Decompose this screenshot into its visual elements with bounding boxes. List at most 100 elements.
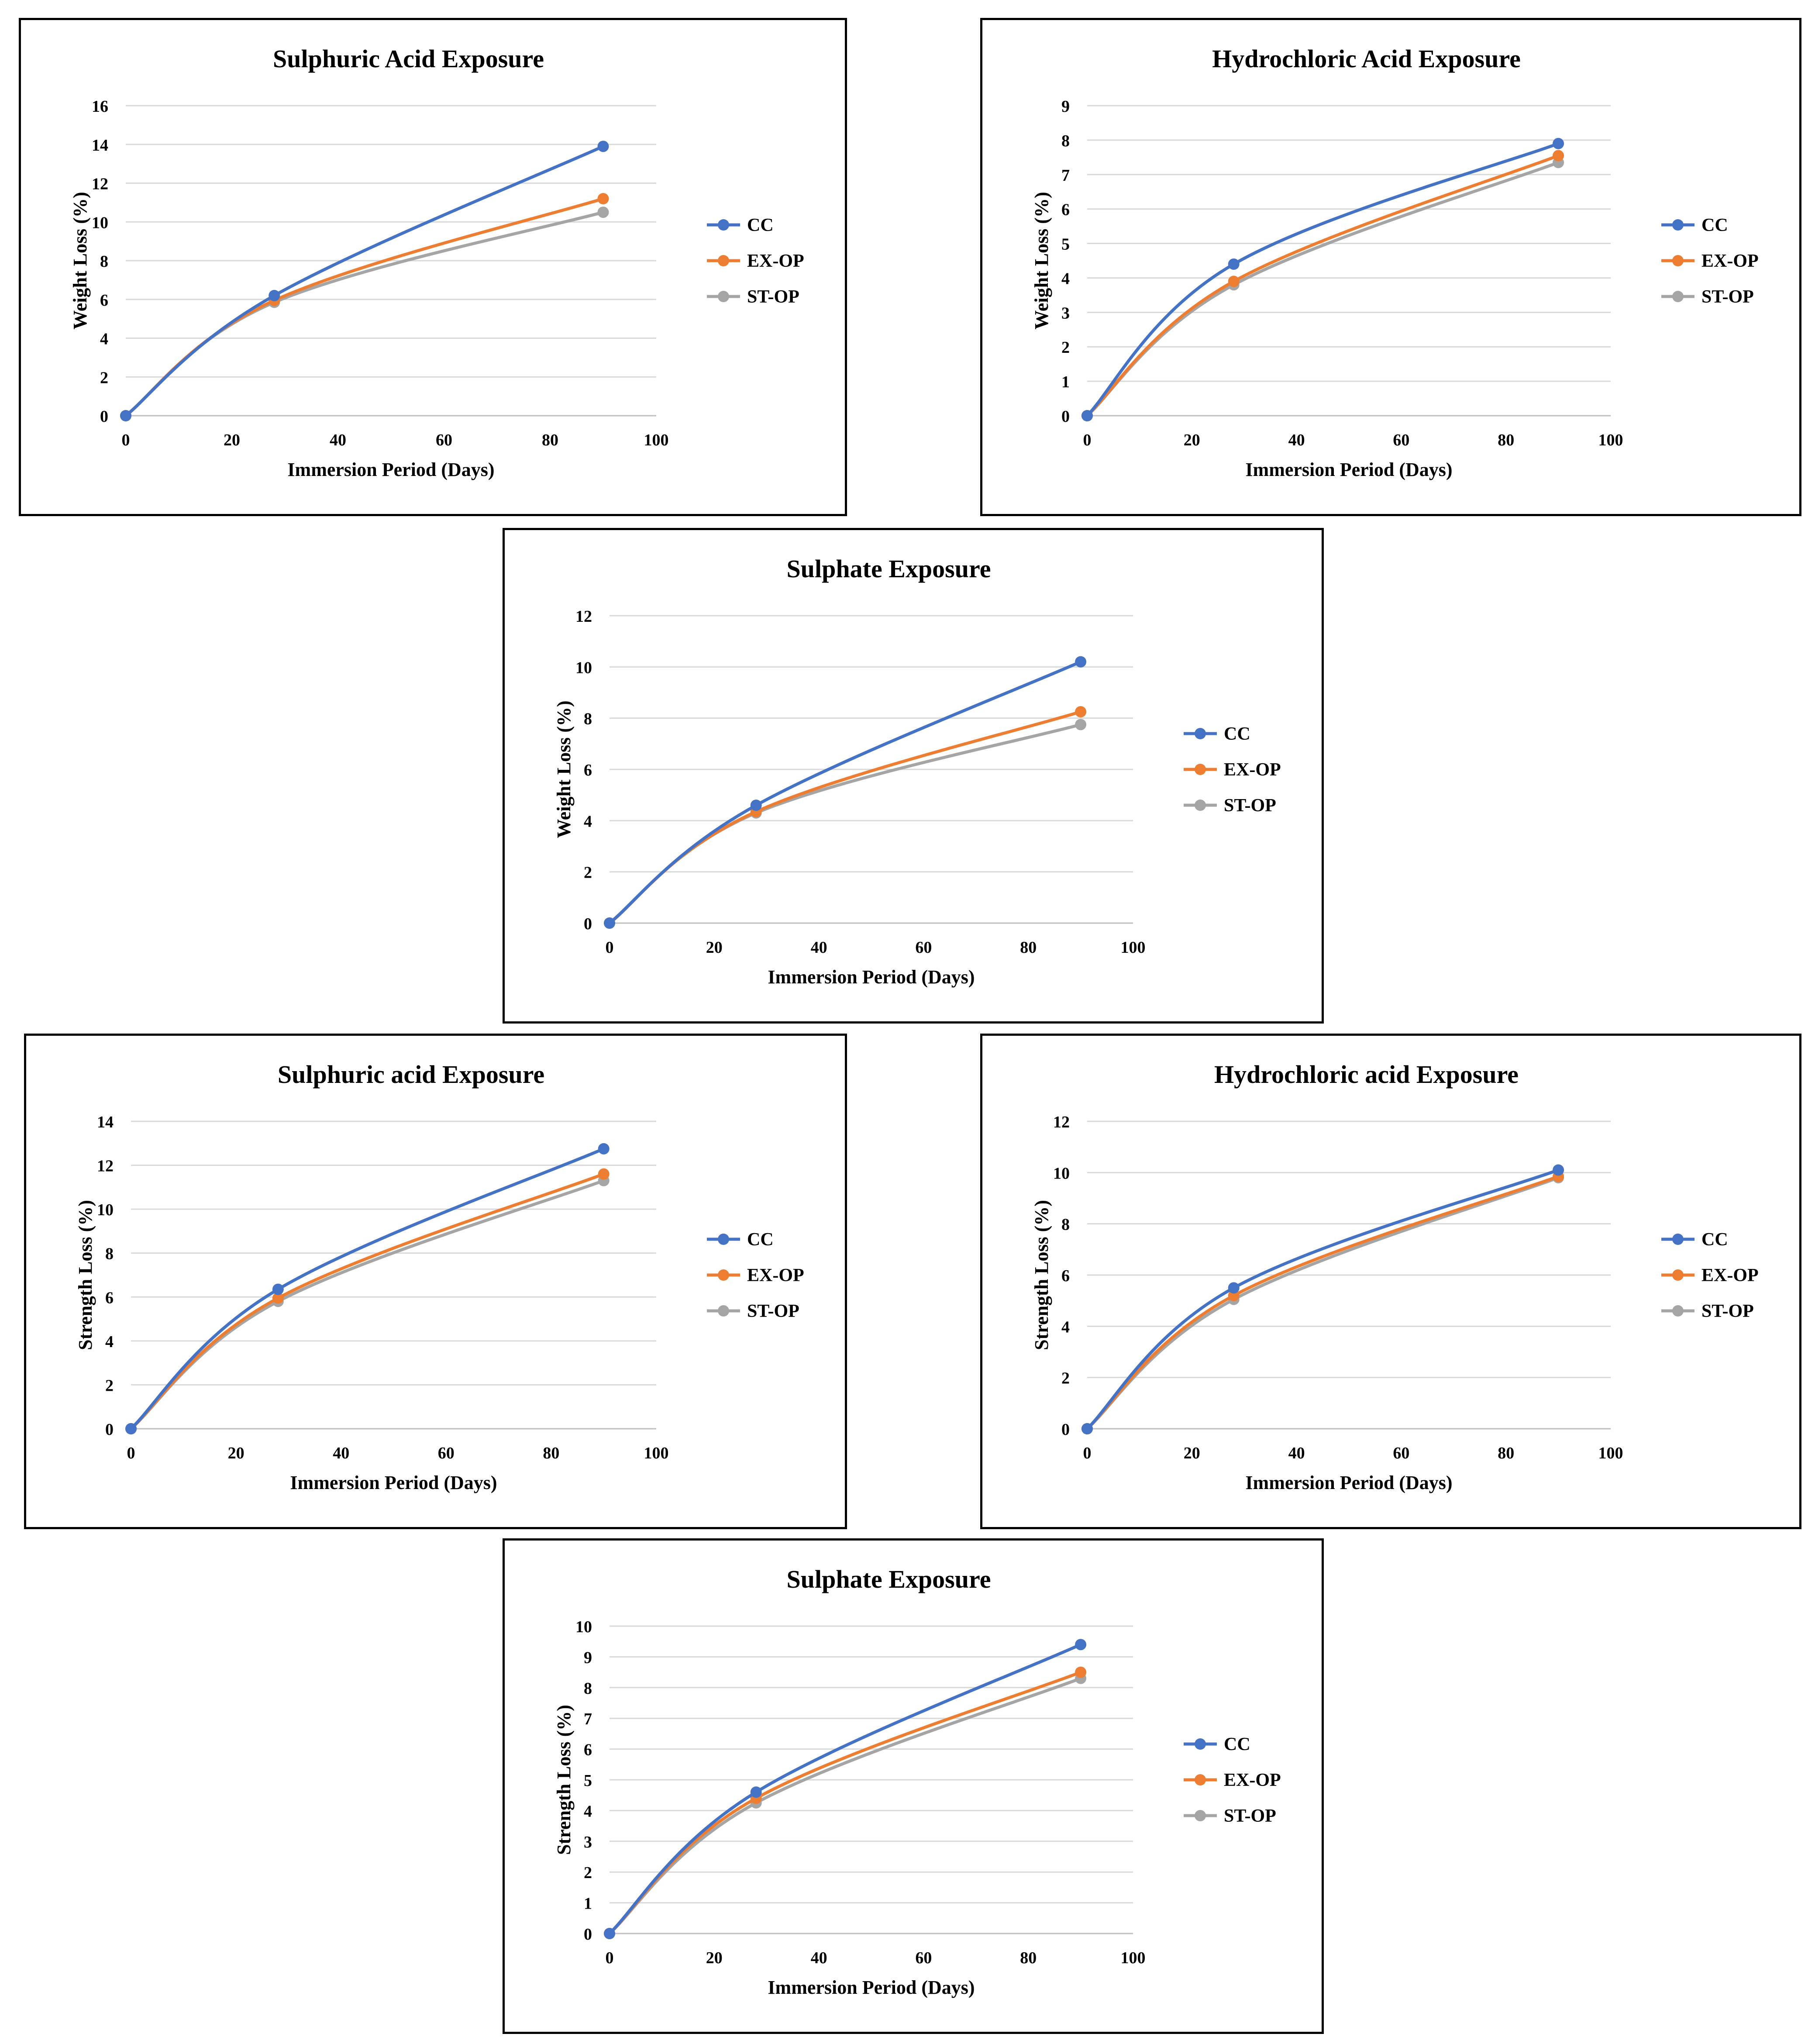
legend-label: CC [1224,1734,1250,1754]
series-line [608,660,1082,925]
x-tick-label: 80 [1020,938,1037,957]
y-tick-label: 14 [97,1113,114,1131]
x-axis-title: Immersion Period (Days) [768,966,975,988]
y-tick-label: 9 [1061,97,1070,116]
x-tick-label: 60 [436,431,452,449]
x-axis-title: Immersion Period (Days) [287,459,494,480]
x-tick-label: 60 [1393,431,1409,449]
x-tick-label: 40 [1288,1444,1305,1462]
y-tick-label: 6 [1061,1267,1070,1285]
data-point [597,141,609,152]
x-tick-label: 80 [542,431,558,449]
y-tick-label: 0 [584,1925,592,1944]
series-line [608,710,1082,925]
legend-label: CC [1224,724,1250,744]
x-tick-label: 40 [333,1444,349,1462]
x-tick-label: 100 [1121,1949,1146,1967]
x-tick-label: 20 [1184,431,1200,449]
legend-marker [1195,800,1206,811]
data-point [272,1283,284,1295]
y-tick-label: 2 [100,369,108,387]
y-tick-label: 7 [1061,166,1070,185]
series-line [129,1147,606,1430]
legend-label: CC [747,1230,774,1250]
x-axis-title: Immersion Period (Days) [1245,1472,1452,1493]
y-tick-label: 10 [92,214,108,232]
data-point [1075,656,1087,668]
legend-marker [718,291,729,302]
y-axis-title: Strength Loss (%) [75,1200,96,1350]
data-point [597,193,609,204]
legend-marker [1672,255,1684,266]
series-line [1085,1176,1560,1430]
legend-label: ST-OP [1701,287,1754,307]
x-tick-label: 0 [1083,1444,1092,1462]
x-tick-label: 0 [127,1444,135,1462]
legend-marker [1195,764,1206,775]
y-tick-label: 2 [584,864,592,882]
y-tick-label: 4 [584,1802,592,1820]
y-axis-title: Weight Loss (%) [1031,192,1052,329]
legend-label: EX-OP [747,1265,804,1286]
chart-panel-strength-loss-sulphuric-acid: Sulphuric acid Exposure 0 2 4 6 8 10 12 14 0 20 40 6… [24,1034,847,1529]
data-point [1553,150,1564,162]
chart-svg: Hydrochloric acid Exposure 0 2 4 6 8 10 12 0 20 40… [1031,1060,1759,1493]
y-tick-label: 16 [92,97,108,116]
y-tick-label: 8 [1061,132,1070,150]
chart-title: Hydrochloric acid Exposure [1214,1060,1519,1089]
legend-label: CC [1701,1230,1728,1250]
x-axis-title: Immersion Period (Days) [1245,459,1452,480]
y-tick-label: 6 [105,1289,114,1307]
y-tick-label: 4 [584,812,592,831]
legend-label: ST-OP [1224,796,1276,816]
series-line [608,1677,1082,1935]
chart-title: Sulphate Exposure [787,1565,991,1593]
legend-label: CC [747,215,774,235]
y-tick-label: 0 [1061,407,1070,426]
x-tick-label: 100 [1598,431,1623,449]
series-line [1085,1175,1560,1430]
y-tick-label: 0 [105,1420,114,1439]
legend-marker [718,219,729,231]
series-line [608,723,1082,925]
data-point [598,1143,610,1155]
legend-marker [1195,1738,1206,1750]
y-tick-label: 8 [1061,1216,1070,1234]
x-tick-label: 20 [224,431,240,449]
y-axis-title: Weight Loss (%) [553,700,575,838]
y-tick-label: 2 [105,1376,114,1395]
y-tick-label: 6 [584,761,592,779]
y-tick-label: 3 [1061,304,1070,322]
data-point [120,410,131,421]
chart-svg: Sulphuric Acid Exposure 0 2 4 6 8 10 12 14 16 0 20 4… [69,45,804,480]
legend-marker [1672,1269,1684,1281]
legend-label: EX-OP [1224,760,1281,780]
legend-label: ST-OP [747,1301,799,1321]
series-line [1085,154,1560,417]
data-point [598,1168,610,1180]
chart-panel-weight-loss-sulphuric-acid: Sulphuric Acid Exposure 0 2 4 6 8 10 12 14 16 0 20 4… [19,18,847,516]
legend-label: EX-OP [747,251,804,271]
data-point [597,207,609,218]
legend-marker [718,255,729,266]
series-line [1085,142,1560,417]
y-tick-label: 2 [584,1864,592,1882]
y-tick-label: 7 [584,1710,592,1728]
y-tick-label: 3 [584,1833,592,1851]
series-line [1085,1168,1560,1430]
y-tick-label: 12 [1053,1113,1070,1131]
y-tick-label: 10 [575,658,592,677]
legend-marker [1672,1234,1684,1245]
x-tick-label: 40 [811,1949,827,1967]
legend-label: ST-OP [1224,1806,1276,1826]
series-line [129,1179,606,1430]
y-tick-label: 1 [1061,373,1070,391]
y-axis-title: Strength Loss (%) [1031,1200,1052,1350]
legend-label: CC [1701,215,1728,235]
y-tick-label: 0 [1061,1420,1070,1439]
data-point [1553,138,1564,149]
y-tick-label: 6 [100,291,108,310]
y-axis-title: Strength Loss (%) [553,1705,575,1855]
series-line [1085,161,1560,417]
